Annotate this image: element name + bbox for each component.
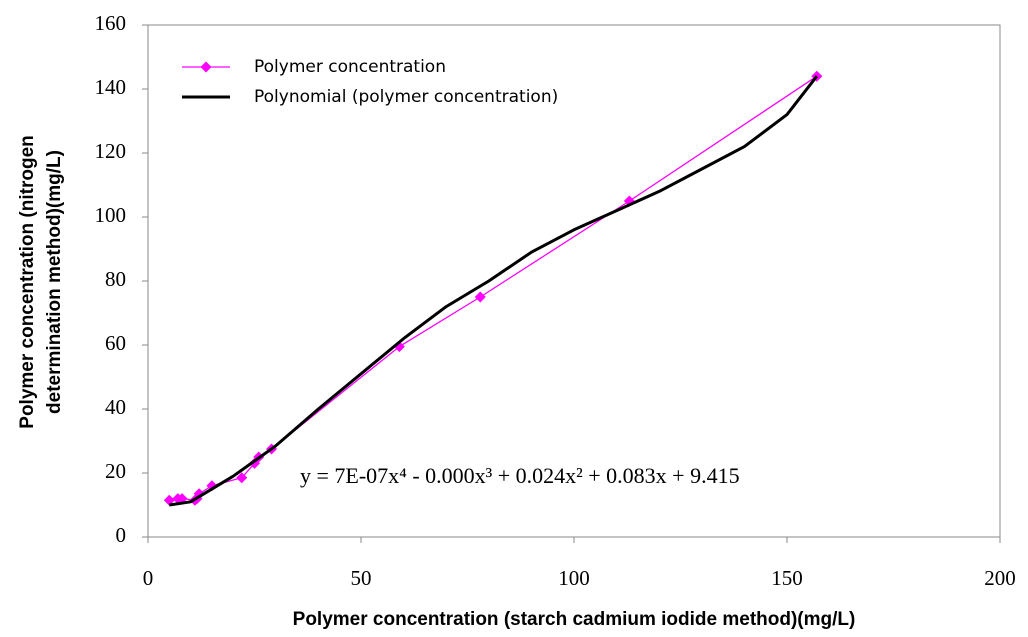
equation: y = 7E-07x⁴ - 0.000x³ + 0.024x² + 0.083x…	[300, 463, 740, 488]
x-tick-label: 100	[558, 566, 590, 590]
x-tick-label: 50	[351, 566, 372, 590]
legend-marker	[200, 61, 212, 73]
y-axis-title: Polymer concentration (nitrogen	[17, 135, 38, 428]
y-tick-label: 160	[95, 11, 127, 35]
y-tick-label: 100	[95, 203, 127, 227]
y-tick-label: 0	[116, 523, 127, 547]
y-tick-label: 60	[105, 331, 126, 355]
trend-line	[169, 75, 819, 507]
x-tick-label: 150	[771, 566, 803, 590]
x-tick-label: 0	[143, 566, 154, 590]
data-point	[163, 494, 175, 506]
x-axis-title: Polymer concentration (starch cadmium io…	[293, 609, 856, 630]
y-tick-label: 20	[105, 459, 126, 483]
y-tick-label: 80	[105, 267, 126, 291]
data-point	[236, 472, 248, 484]
data-point	[474, 291, 486, 303]
data-line	[169, 75, 818, 501]
y-tick-label: 40	[105, 395, 126, 419]
legend-label: Polymer concentration	[254, 57, 446, 77]
x-tick-label: 200	[984, 566, 1016, 590]
y-axis-title: determination method)(mg/L)	[44, 150, 65, 414]
legend-label: Polynomial (polymer concentration)	[254, 87, 558, 107]
y-tick-label: 140	[95, 75, 127, 99]
y-tick-label: 120	[95, 139, 127, 163]
